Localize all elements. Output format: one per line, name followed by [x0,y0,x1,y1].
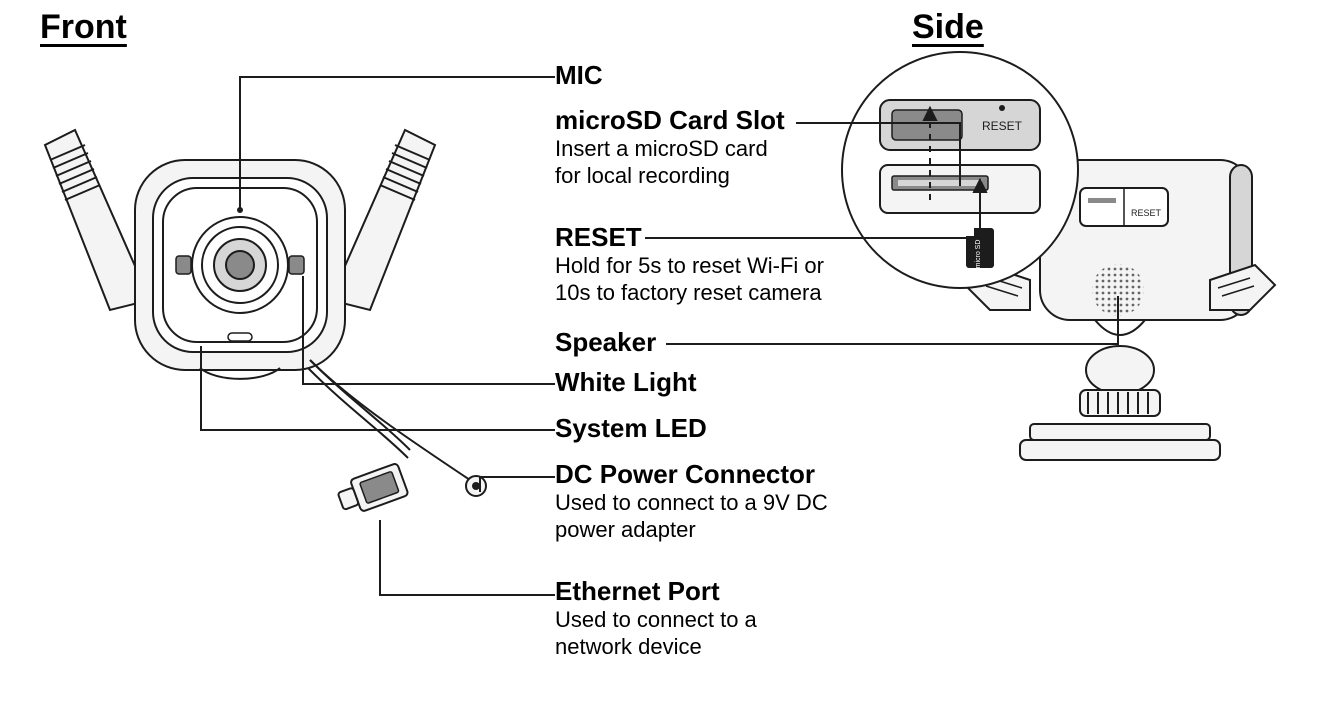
label-speaker-title: Speaker [555,327,656,358]
label-eth: Ethernet PortUsed to connect to anetwork… [555,576,757,660]
microsd-label: micro SD [975,240,982,269]
reset-label-small: RESET [1131,208,1162,218]
label-mic: MIC [555,60,603,91]
label-reset: RESETHold for 5s to reset Wi-Fi or10s to… [555,222,824,306]
front-view [45,130,486,517]
label-sdcard-title: microSD Card Slot [555,105,785,136]
label-eth-title: Ethernet Port [555,576,757,607]
label-reset-desc: Hold for 5s to reset Wi-Fi or10s to fact… [555,253,824,306]
heading-front: Front [40,8,127,47]
label-dc-desc: Used to connect to a 9V DCpower adapter [555,490,828,543]
camera-diagram: { "layout":{ "width":1327,"height":703, … [0,0,1327,703]
label-whitelight-title: White Light [555,367,697,398]
leader-dc [480,477,555,492]
label-speaker: Speaker [555,327,656,358]
side-view: RESET [842,52,1275,460]
heading-side: Side [912,8,984,47]
label-whitelight: White Light [555,367,697,398]
leader-eth [380,520,555,595]
label-sdcard: microSD Card SlotInsert a microSD cardfo… [555,105,785,189]
label-eth-desc: Used to connect to anetwork device [555,607,757,660]
label-dc-title: DC Power Connector [555,459,828,490]
label-reset-title: RESET [555,222,824,253]
dc-connector [466,476,486,496]
reset-label-zoom: RESET [982,119,1023,133]
label-mic-title: MIC [555,60,603,91]
label-sdcard-desc: Insert a microSD cardfor local recording [555,136,785,189]
label-sysled-title: System LED [555,413,707,444]
ethernet-connector [335,463,409,518]
label-dc: DC Power ConnectorUsed to connect to a 9… [555,459,828,543]
label-sysled: System LED [555,413,707,444]
